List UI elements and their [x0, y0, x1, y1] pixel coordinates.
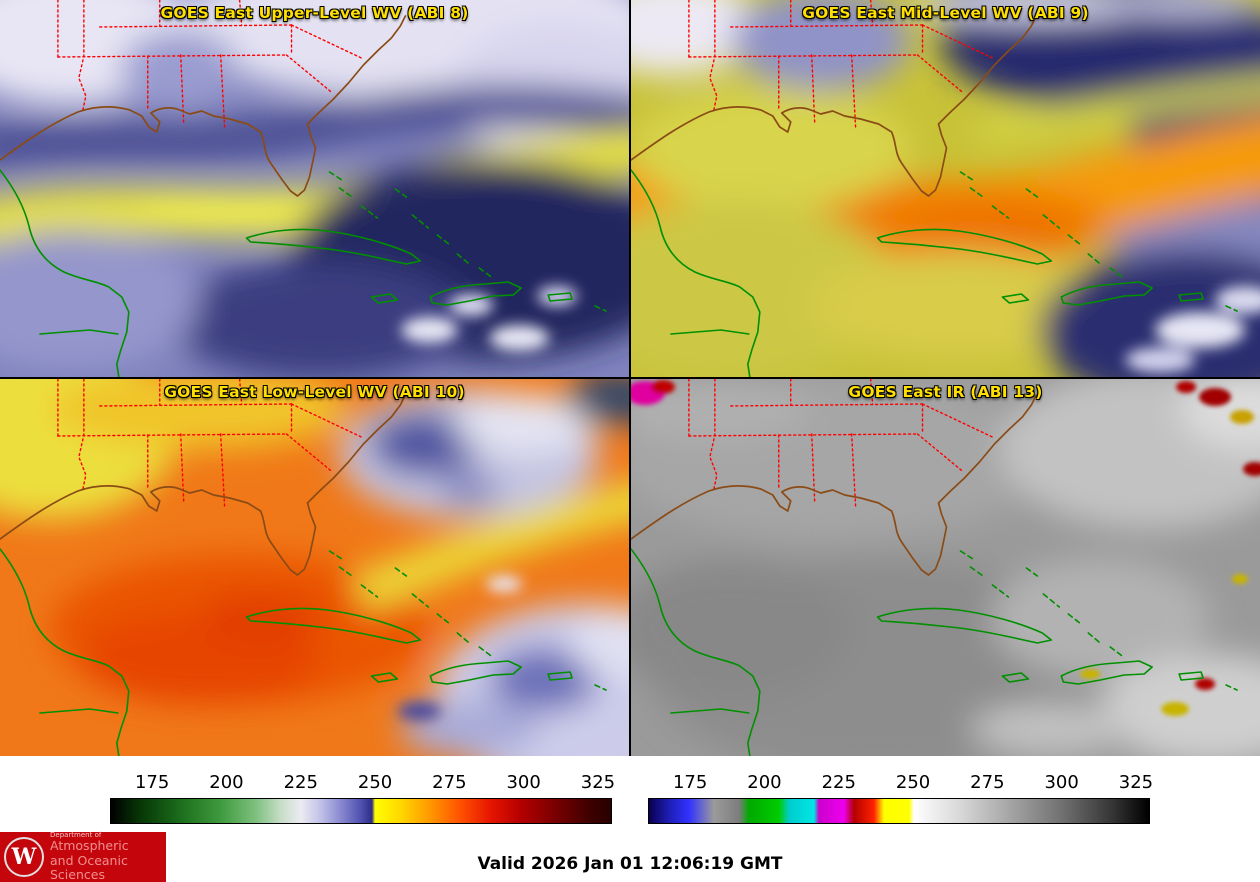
uw-dept-line2: and Oceanic Sciences: [50, 852, 128, 882]
ir-colorbar-tick-labels: 175 200 225 250 275 300 325: [648, 772, 1154, 798]
tick-label: 200: [747, 772, 782, 793]
panel-low-level-wv: GOES East Low-Level WV (ABI 10): [0, 379, 629, 756]
tick-label: 225: [283, 772, 318, 793]
panel-title-abi10: GOES East Low-Level WV (ABI 10): [164, 383, 465, 401]
wv-colorbar-group: 175 200 225 250 275 300 325: [110, 772, 616, 824]
tick-label: 225: [821, 772, 856, 793]
panel-mid-level-wv: GOES East Mid-Level WV (ABI 9): [631, 0, 1260, 377]
tick-label: 175: [672, 772, 708, 793]
tick-label: 275: [432, 772, 467, 793]
panel-title-abi13: GOES East IR (ABI 13): [848, 383, 1043, 401]
uw-monogram: W: [11, 844, 37, 870]
uw-dept-line1: Atmospheric: [50, 838, 129, 854]
panel-title-abi8: GOES East Upper-Level WV (ABI 8): [160, 4, 469, 22]
tick-label: 250: [357, 772, 393, 793]
uw-crest-icon: W: [4, 837, 44, 877]
panel-ir: GOES East IR (ABI 13): [631, 379, 1260, 756]
uw-aos-logo: W Department of Atmospheric and Oceanic …: [0, 831, 166, 882]
tick-label: 250: [895, 772, 931, 793]
satellite-image-abi10: [0, 379, 629, 756]
tick-label: 325: [1118, 772, 1154, 793]
satellite-image-abi9: [631, 0, 1260, 377]
tick-label: 200: [209, 772, 244, 793]
panel-upper-level-wv: GOES East Upper-Level WV (ABI 8): [0, 0, 629, 377]
tick-label: 300: [506, 772, 541, 793]
uw-dept-prefix: Department of: [50, 831, 102, 840]
panel-title-abi9: GOES East Mid-Level WV (ABI 9): [802, 4, 1089, 22]
wv-colorbar-tick-labels: 175 200 225 250 275 300 325: [110, 772, 616, 798]
valid-time-label: Valid 2026 Jan 01 12:06:19 GMT: [477, 854, 783, 874]
colorbar-row: 175 200 225 250 275 300 325 175 200 225 …: [0, 756, 1260, 824]
tick-label: 275: [970, 772, 1005, 793]
uw-dept-text: Department of Atmospheric and Oceanic Sc…: [50, 831, 166, 882]
wv-colorbar: [110, 798, 612, 824]
satellite-image-abi13: [631, 379, 1260, 756]
satellite-image-abi8: [0, 0, 629, 377]
tick-label: 175: [134, 772, 170, 793]
figure-footer: 175 200 225 250 275 300 325 175 200 225 …: [0, 756, 1260, 882]
tick-label: 325: [580, 772, 616, 793]
ir-colorbar-group: 175 200 225 250 275 300 325: [648, 772, 1154, 824]
panel-grid: GOES East Upper-Level WV (ABI 8): [0, 0, 1260, 756]
ir-colorbar: [648, 798, 1150, 824]
tick-label: 300: [1044, 772, 1079, 793]
